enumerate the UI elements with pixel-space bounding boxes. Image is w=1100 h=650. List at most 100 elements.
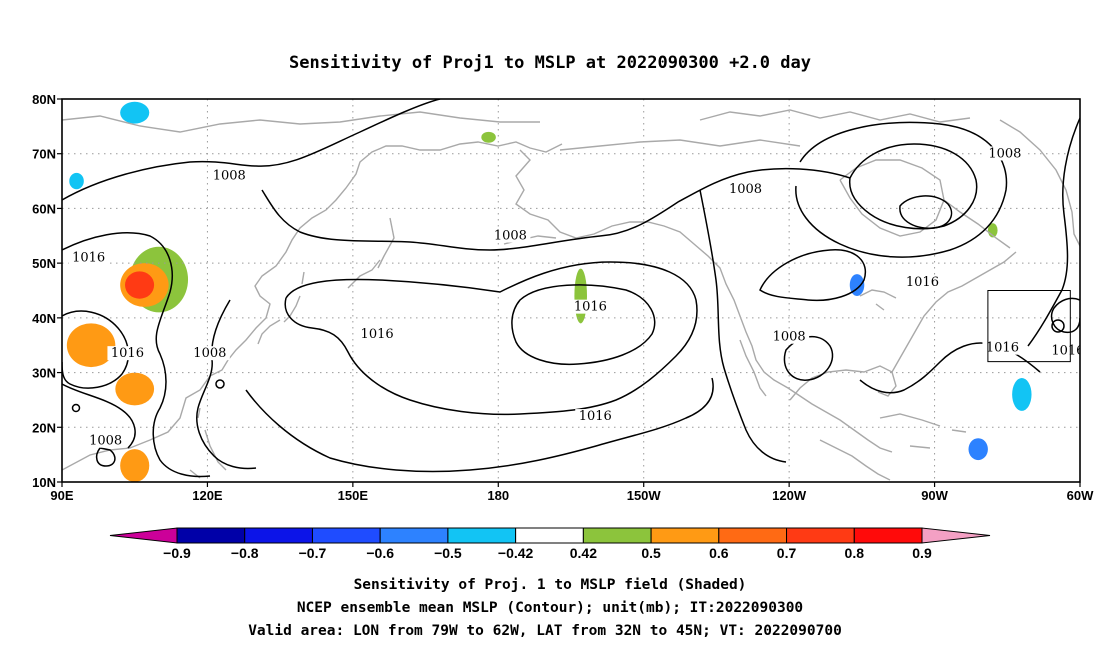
sensitivity-area-positive	[66, 323, 116, 368]
contour-label: 1016	[906, 275, 939, 290]
colorbar-segment	[311, 527, 381, 544]
colorbar-tick-label: −0.9	[163, 545, 191, 561]
colorbar-tick-label: 0.42	[570, 545, 597, 561]
contour-label-bg	[1047, 343, 1080, 358]
contour-label-bg	[189, 346, 230, 361]
sensitivity-area-negative	[120, 101, 150, 124]
colorbar-segment	[379, 527, 449, 544]
contour-label: 1016	[1051, 343, 1084, 358]
lat-tick-label: 80N	[32, 92, 56, 107]
colorbar-over-triangle	[921, 527, 991, 544]
sensitivity-area-negative	[1012, 378, 1032, 411]
mslp-contour	[511, 284, 656, 366]
colorbar-segment	[853, 527, 923, 544]
contour-label-bg	[725, 182, 766, 197]
sensitivity-area-positive	[125, 271, 155, 299]
lat-lon-grid	[62, 99, 1080, 482]
coastline-central-america	[819, 439, 891, 481]
coastline-gulf-of-mexico	[789, 365, 897, 401]
contour-label-bg	[982, 340, 1023, 355]
contour-label: 1008	[494, 229, 527, 244]
colorbar-segment	[244, 527, 313, 544]
lat-tick-label: 10N	[32, 475, 56, 490]
colorbar-segment	[718, 527, 788, 544]
coastline-us-east	[891, 251, 1017, 373]
mslp-contours	[62, 99, 1080, 478]
colorbar-segment	[515, 527, 584, 544]
coastline-canadian-arctic	[559, 109, 971, 151]
colorbar-labels: −0.9 −0.8 −0.7 −0.6 −0.5 −0.42 0.42 0.5 0.6 0.7 0.…	[163, 545, 932, 561]
coastline-labrador	[943, 119, 1080, 249]
mslp-contour	[62, 383, 136, 449]
contour-label-bg	[85, 433, 126, 448]
map-background	[62, 99, 1080, 482]
map-panel: 1008 1016 1016 1008 1008 1008 1016 1016 1016 1008…	[62, 99, 1084, 482]
caption-line-2: NCEP ensemble mean MSLP (Contour); unit(…	[297, 600, 803, 616]
lat-tick-label: 50N	[32, 256, 56, 271]
contour-label: 1008	[89, 434, 122, 449]
mslp-contour	[899, 195, 953, 230]
lon-tick-label: 150E	[338, 488, 369, 503]
caption-line-1: Sensitivity of Proj. 1 to MSLP field (Sh…	[354, 577, 747, 593]
lon-tick-label: 150W	[627, 488, 662, 503]
contour-label-bg	[357, 327, 398, 342]
mslp-contour	[795, 121, 1008, 258]
colorbar-tick-label: 0.9	[912, 545, 932, 561]
lon-tick-label: 90E	[50, 488, 73, 503]
colorbar-tick-label: 0.6	[709, 545, 729, 561]
mslp-contour	[1027, 117, 1080, 347]
colorbar-segment	[176, 527, 246, 544]
contour-label-bg	[68, 250, 109, 265]
sensitivity-area-positive	[115, 372, 155, 406]
mslp-contour	[245, 377, 714, 473]
colorbar	[109, 527, 991, 544]
contour-label: 1016	[574, 300, 607, 315]
coastline-hudson-bay	[839, 159, 945, 237]
contour-label: 1016	[361, 327, 394, 342]
mslp-contour	[95, 447, 116, 467]
mslp-contour	[783, 336, 834, 381]
sensitivity-area-positive	[481, 131, 496, 143]
colorbar-segment	[582, 527, 652, 544]
sensitivity-area-negative	[968, 438, 988, 461]
lat-tick-label: 60N	[32, 201, 56, 216]
contour-label-bg	[570, 299, 611, 314]
colorbar-tick-label: −0.8	[231, 545, 259, 561]
lon-tick-label: 120W	[772, 488, 807, 503]
contour-label: 1008	[729, 182, 762, 197]
contour-label-bg	[984, 146, 1025, 161]
sensitivity-area-negative	[69, 172, 84, 190]
mslp-contour	[62, 232, 211, 478]
coastline-asia	[62, 141, 563, 471]
coastlines	[62, 109, 1080, 481]
contour-label: 1008	[988, 146, 1021, 161]
lon-tick-label: 120E	[192, 488, 223, 503]
mslp-contour	[71, 403, 81, 413]
colorbar-tick-label: −0.5	[434, 545, 462, 561]
lat-tick-label: 40N	[32, 311, 56, 326]
coastline-caribbean	[879, 413, 967, 449]
lon-tick-label: 180	[487, 488, 509, 503]
sensitivity-area-positive	[574, 268, 587, 324]
contour-label-bg	[769, 329, 810, 344]
mslp-contour	[759, 249, 867, 302]
sensitivity-shading	[66, 101, 1032, 482]
mslp-contour	[1051, 319, 1065, 333]
contour-label: 1016	[72, 250, 105, 265]
coastline-great-lakes	[859, 289, 897, 311]
sensitivity-area-positive	[120, 449, 150, 482]
contour-label: 1016	[111, 346, 144, 361]
coastline-alaska	[515, 149, 893, 453]
lon-tick-label: 90W	[921, 488, 948, 503]
map-frame	[61, 98, 1081, 483]
contour-label-bg	[209, 168, 250, 183]
mslp-contour	[215, 379, 225, 389]
mslp-contour	[699, 189, 787, 463]
contour-label-bg	[902, 275, 943, 290]
contour-label-bg	[575, 409, 616, 424]
colorbar-segment	[786, 527, 855, 544]
colorbar-segment	[650, 527, 720, 544]
contour-label: 1016	[986, 341, 1019, 356]
caption-line-3: Valid area: LON from 79W to 62W, LAT fro…	[248, 623, 842, 639]
